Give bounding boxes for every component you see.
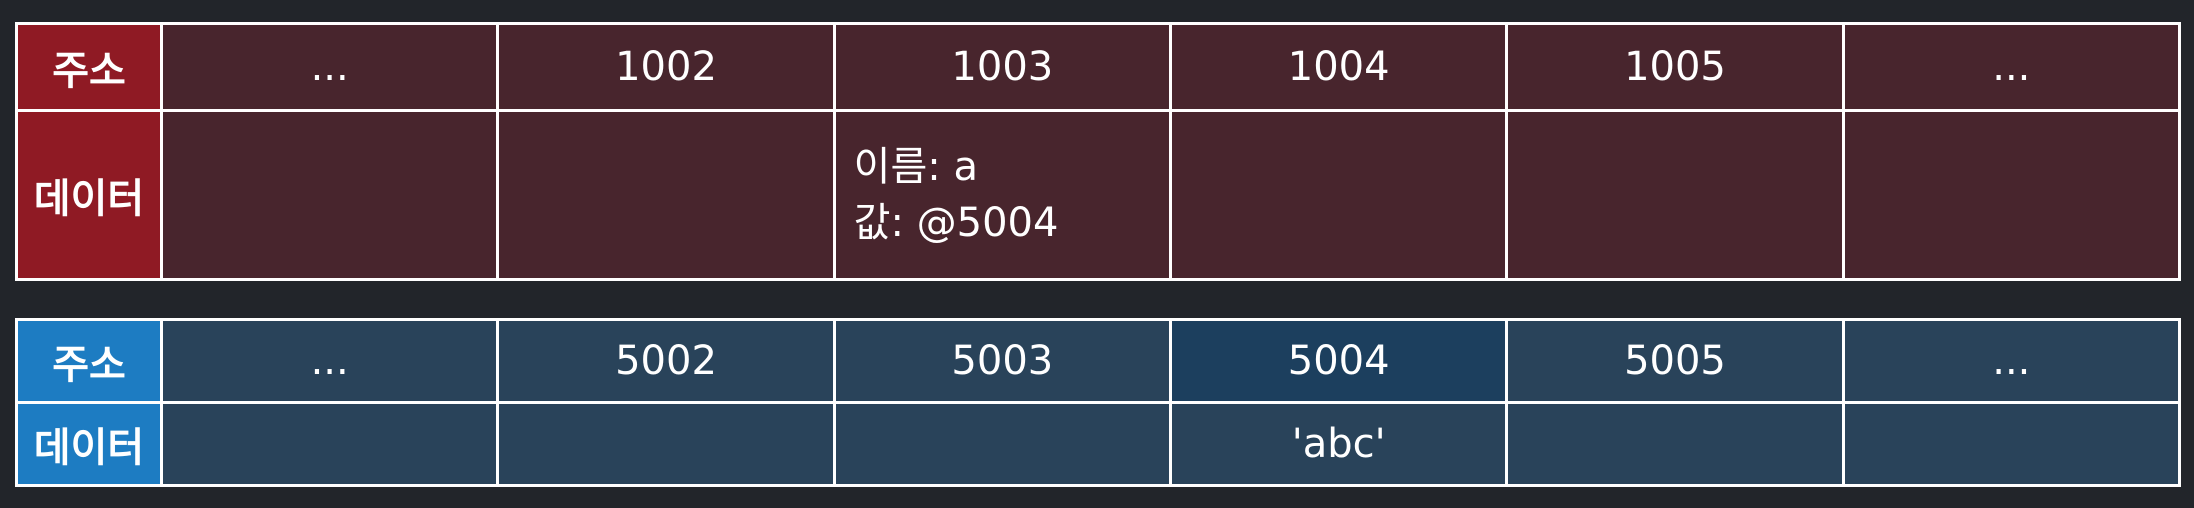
address-cell: 1005 — [1505, 22, 1845, 112]
data-cell — [496, 109, 836, 281]
data-cell — [1841, 401, 2182, 487]
variable-value-text: 값: @5004 — [853, 200, 1059, 246]
data-label: 데이터 — [15, 401, 163, 487]
address-cell: 1002 — [496, 22, 836, 112]
address-cell-highlighted: 5004 — [1168, 318, 1509, 404]
address-cell: 5002 — [496, 318, 836, 404]
address-cell: 5003 — [832, 318, 1172, 404]
data-cell — [1505, 109, 1845, 281]
data-row: 데이터 'abc' — [15, 401, 2182, 487]
address-row: 주소 ... 5002 5003 5004 5005 ... — [15, 318, 2182, 404]
address-cell: ... — [1841, 22, 2182, 112]
address-label: 주소 — [15, 22, 163, 112]
data-cell — [159, 401, 500, 487]
data-cell-string-value: 'abc' — [1168, 401, 1509, 487]
data-cell — [832, 401, 1172, 487]
data-row: 데이터 이름: a 값: @5004 — [15, 109, 2182, 281]
address-label: 주소 — [15, 318, 163, 404]
stack-memory-table: 주소 ... 1002 1003 1004 1005 ... 데이터 이름: a… — [15, 22, 2182, 281]
data-cell-variable-a: 이름: a 값: @5004 — [832, 109, 1172, 281]
address-cell: 1004 — [1168, 22, 1509, 112]
address-row: 주소 ... 1002 1003 1004 1005 ... — [15, 22, 2182, 112]
data-cell — [159, 109, 500, 281]
address-cell: ... — [159, 22, 500, 112]
address-cell: 1003 — [832, 22, 1172, 112]
heap-memory-table: 주소 ... 5002 5003 5004 5005 ... 데이터 'abc' — [15, 318, 2182, 487]
data-cell — [1841, 109, 2182, 281]
address-cell: ... — [1841, 318, 2182, 404]
variable-name-text: 이름: a — [853, 144, 978, 190]
data-cell — [496, 401, 836, 487]
data-label: 데이터 — [15, 109, 163, 281]
address-cell: ... — [159, 318, 500, 404]
data-cell — [1505, 401, 1845, 487]
data-cell — [1168, 109, 1509, 281]
address-cell: 5005 — [1505, 318, 1845, 404]
